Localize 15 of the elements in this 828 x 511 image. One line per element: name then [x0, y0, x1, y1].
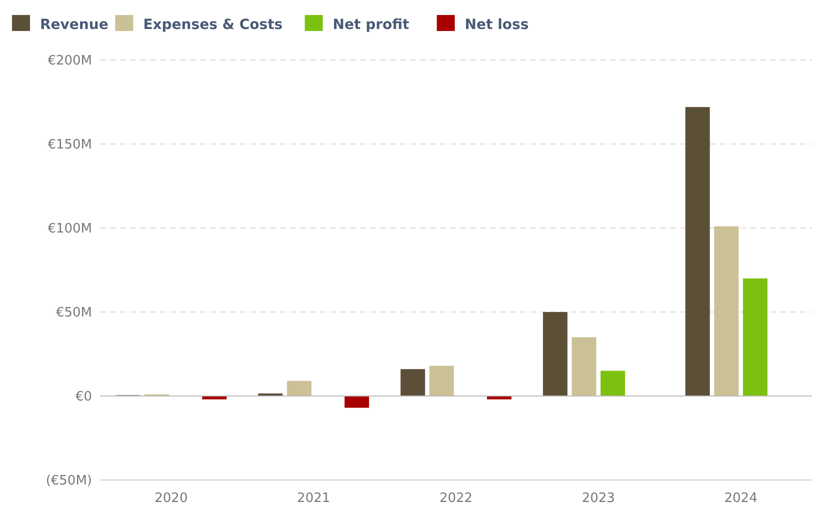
y-tick-label: €200M	[48, 54, 92, 69]
x-tick-label: 2020	[154, 491, 188, 506]
y-tick-label: €100M	[48, 222, 92, 237]
x-tick-label: 2022	[439, 491, 473, 506]
y-tick-label: €0	[75, 390, 92, 405]
legend-label: Net profit	[332, 17, 410, 33]
y-tick-label: €150M	[48, 138, 92, 153]
y-tick-label: (€50M)	[46, 474, 92, 489]
x-tick-label: 2023	[582, 491, 615, 506]
legend-label: Net loss	[464, 17, 529, 33]
legend-label: Revenue	[40, 17, 108, 33]
x-tick-label: 2021	[297, 491, 330, 506]
x-tick-label: 2024	[724, 491, 758, 506]
y-tick-label: €50M	[56, 306, 92, 321]
legend-label: Expenses & Costs	[143, 17, 283, 33]
